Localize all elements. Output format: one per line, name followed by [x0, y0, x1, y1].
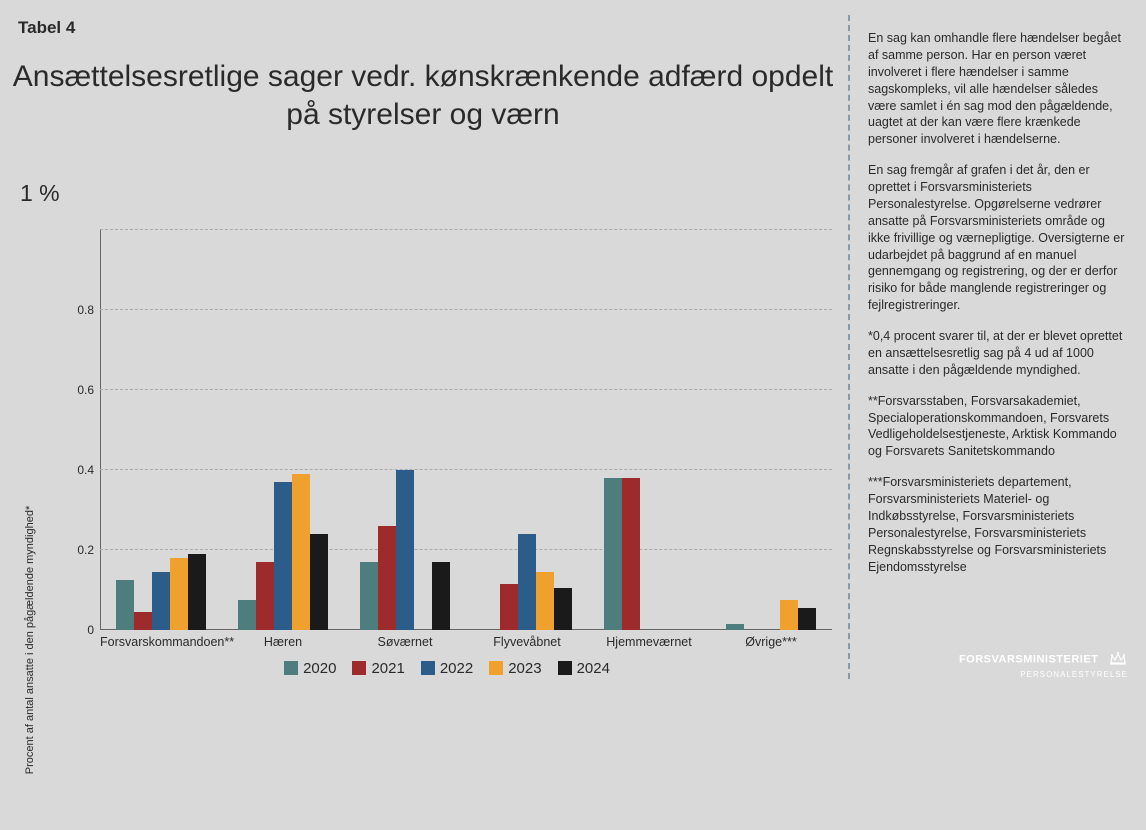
- bar: [292, 474, 310, 630]
- legend-item: 2021: [352, 660, 404, 677]
- bar: [780, 600, 798, 630]
- bar: [170, 558, 188, 630]
- bar: [188, 554, 206, 630]
- category-label: Hjemmeværnet: [588, 635, 710, 649]
- legend-swatch: [284, 661, 298, 675]
- gridline: [100, 469, 832, 470]
- bar: [238, 600, 256, 630]
- bar: [518, 534, 536, 630]
- legend-swatch: [558, 661, 572, 675]
- bar: [798, 608, 816, 630]
- bar: [378, 526, 396, 630]
- chart-legend: 2020 2021 2022 2023 2024: [62, 660, 832, 677]
- table-number-label: Tabel 4: [18, 18, 75, 38]
- bar: [536, 572, 554, 630]
- vertical-divider: [848, 15, 850, 679]
- legend-label: 2022: [440, 660, 473, 677]
- logo-line1: FORSVARSMINISTERIET: [959, 653, 1098, 665]
- gridline: [100, 549, 832, 550]
- bar: [726, 624, 744, 630]
- y-axis-line: [100, 230, 101, 630]
- plot-area: 00.20.40.60.8Forsvarskommandoen**HærenSø…: [100, 230, 832, 630]
- category-label: Flyvevåbnet: [466, 635, 588, 649]
- crown-icon: [1108, 650, 1128, 669]
- bar: [500, 584, 518, 630]
- y-tick-label: 0.8: [64, 303, 94, 317]
- bar: [396, 470, 414, 630]
- category-label: Hæren: [222, 635, 344, 649]
- bar: [116, 580, 134, 630]
- logo-line2: PERSONALESTYRELSE: [1020, 670, 1128, 679]
- ministry-logo: FORSVARSMINISTERIET PERSONALESTYRELSE: [959, 650, 1128, 680]
- y-axis-label: Procent af antal ansatte i den pågældend…: [24, 450, 36, 830]
- category-label: Øvrige***: [710, 635, 832, 649]
- chart-container: 0 0.2 0.4 0.6 0.8 Forsvarskommandoen**HærenSø…: [62, 170, 832, 670]
- legend-item: 2022: [421, 660, 473, 677]
- legend-swatch: [489, 661, 503, 675]
- y-tick-label: 0.2: [64, 543, 94, 557]
- legend-swatch: [352, 661, 366, 675]
- bar: [152, 572, 170, 630]
- y-tick-label: 0: [64, 623, 94, 637]
- note-p4: **Forsvarsstaben, Forsvarsakademiet, Spe…: [868, 393, 1126, 461]
- note-p1: En sag kan omhandle flere hændelser begå…: [868, 30, 1126, 148]
- one-percent-callout: 1 %: [20, 180, 60, 207]
- bar: [432, 562, 450, 630]
- gridline: [100, 229, 832, 230]
- note-p2: En sag fremgår af grafen i det år, den e…: [868, 162, 1126, 314]
- bar: [256, 562, 274, 630]
- bar: [554, 588, 572, 630]
- gridline: [100, 389, 832, 390]
- y-tick-label: 0.6: [64, 383, 94, 397]
- bar: [274, 482, 292, 630]
- bar: [622, 478, 640, 630]
- y-tick-label: 0.4: [64, 463, 94, 477]
- bar: [310, 534, 328, 630]
- chart-title: Ansættelsesretlige sager vedr. kønskrænk…: [0, 58, 846, 133]
- category-label: Forsvarskommandoen**: [100, 635, 222, 649]
- legend-item: 2020: [284, 660, 336, 677]
- bar: [604, 478, 622, 630]
- legend-label: 2024: [577, 660, 610, 677]
- legend-label: 2023: [508, 660, 541, 677]
- bar: [134, 612, 152, 630]
- main-chart-panel: Tabel 4 Ansættelsesretlige sager vedr. k…: [0, 0, 846, 694]
- legend-swatch: [421, 661, 435, 675]
- sidebar-notes: En sag kan omhandle flere hændelser begå…: [868, 30, 1126, 589]
- legend-label: 2020: [303, 660, 336, 677]
- legend-item: 2023: [489, 660, 541, 677]
- note-p5: ***Forsvarsministeriets departement, For…: [868, 474, 1126, 575]
- gridline: [100, 309, 832, 310]
- legend-item: 2024: [558, 660, 610, 677]
- bar: [360, 562, 378, 630]
- category-label: Søværnet: [344, 635, 466, 649]
- x-axis-line: [100, 629, 832, 630]
- legend-label: 2021: [371, 660, 404, 677]
- note-p3: *0,4 procent svarer til, at der er bleve…: [868, 328, 1126, 379]
